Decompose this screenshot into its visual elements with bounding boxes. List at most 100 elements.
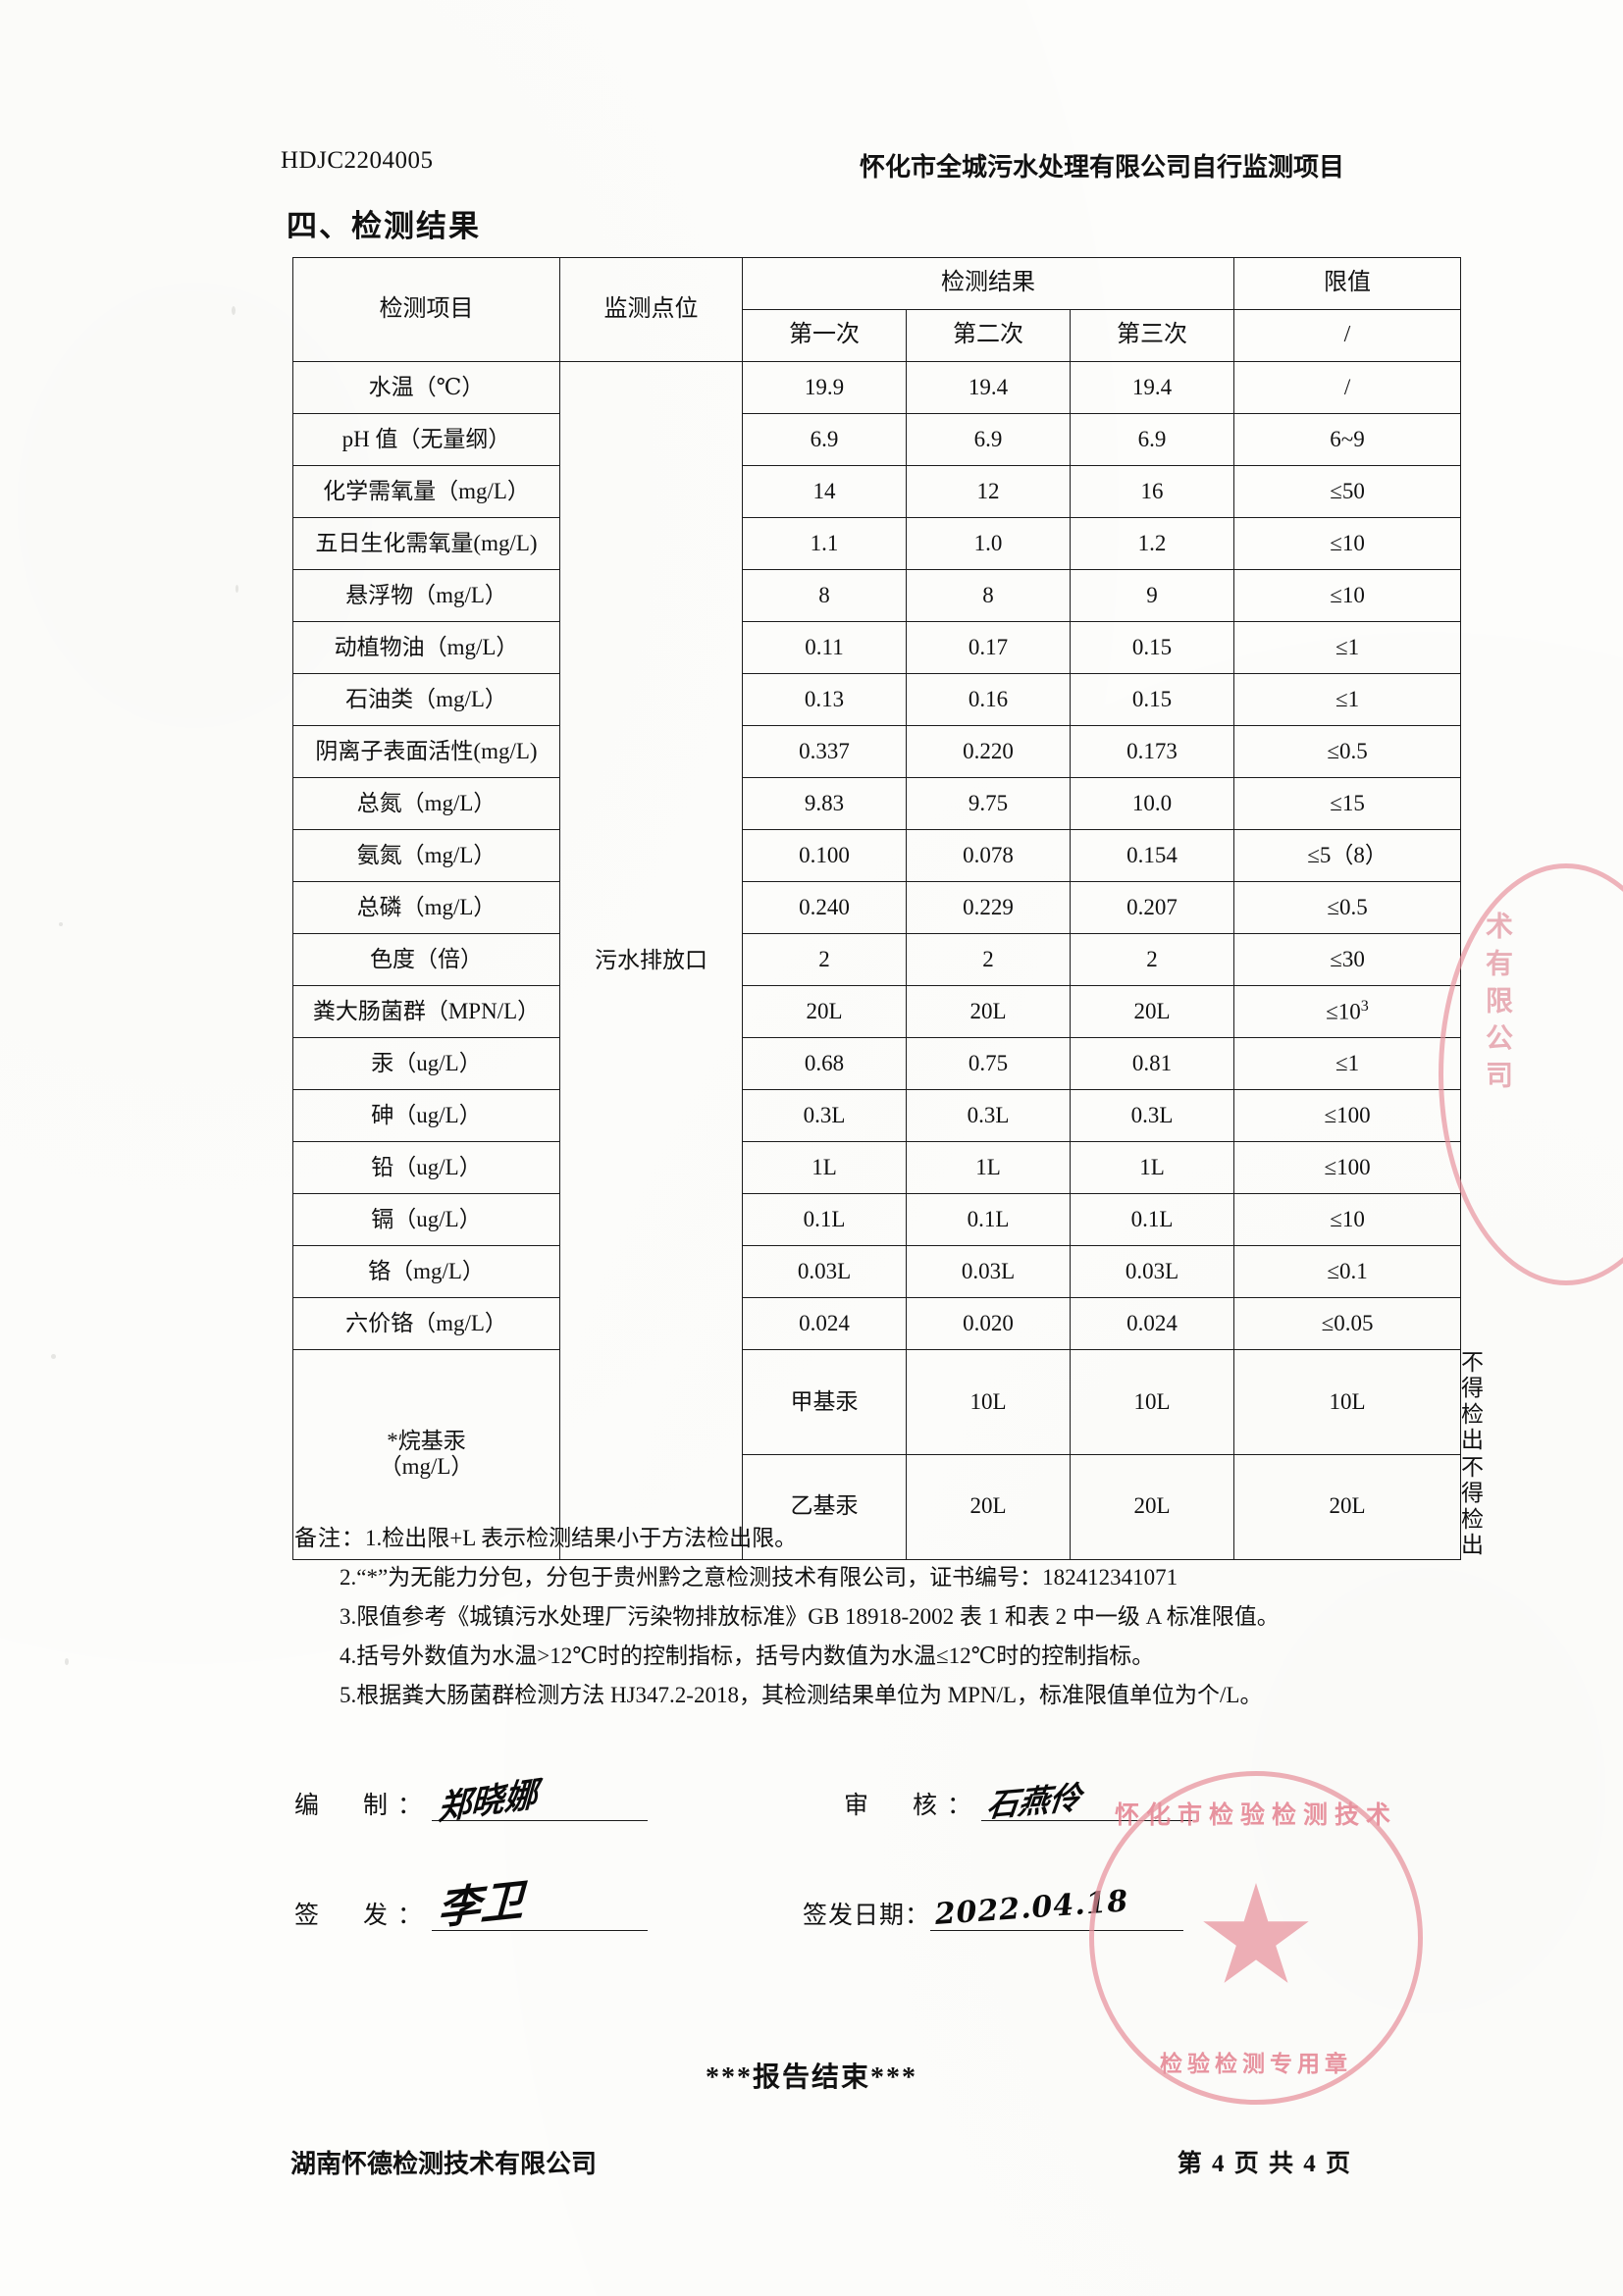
row-result-2: 20L bbox=[906, 985, 1071, 1038]
row-result-2: 0.17 bbox=[906, 621, 1071, 674]
row-result-3: 0.15 bbox=[1069, 621, 1235, 674]
monitoring-point-cell: 污水排放口 bbox=[559, 361, 743, 1560]
row-item-name: 阴离子表面活性(mg/L) bbox=[292, 725, 560, 778]
row-result-3: 0.173 bbox=[1069, 725, 1235, 778]
issue-date-label: 签发日期： bbox=[803, 1903, 931, 1929]
paper-speck bbox=[65, 1658, 69, 1665]
table-row: 铬（mg/L） 0.03L 0.03L 0.03L ≤0.1 bbox=[292, 1245, 1462, 1298]
row-limit: ≤1 bbox=[1233, 1037, 1462, 1090]
row-result-1: 8 bbox=[742, 569, 907, 622]
row-limit: ≤103 bbox=[1233, 985, 1462, 1038]
prepared-by-field[interactable]: 郑晓娜 bbox=[432, 1775, 649, 1828]
row-result-3: 20L bbox=[1233, 1453, 1462, 1560]
row-result-1: 0.03L bbox=[742, 1245, 907, 1298]
row-limit: 6~9 bbox=[1233, 413, 1462, 466]
row-result-1: 0.11 bbox=[742, 621, 907, 674]
reviewed-by-signature: 石燕伶 bbox=[984, 1778, 1083, 1825]
table-row: 砷（ug/L） 0.3L 0.3L 0.3L ≤100 bbox=[292, 1089, 1462, 1142]
row-result-1: 20L bbox=[742, 985, 907, 1038]
row-item-name: 砷（ug/L） bbox=[292, 1089, 560, 1142]
issued-by-signature: 李卫 bbox=[437, 1875, 525, 1935]
document-header: HDJC2204005 怀化市全城污水处理有限公司自行监测项目 bbox=[281, 147, 1458, 182]
row-limit: ≤30 bbox=[1233, 933, 1462, 986]
results-table-body: 水温（℃） 污水排放口 19.9 19.4 19.4/pH 值（无量纲） 6.9 6.9 6.… bbox=[292, 361, 1484, 1560]
paper-speck bbox=[236, 585, 238, 593]
header-limit: 限值 bbox=[1233, 257, 1462, 310]
note-row: 备注：1.检出限+L 表示检测结果小于方法检出限。 bbox=[294, 1527, 1452, 1549]
table-row: 乙基汞 20L 20L 20L 不得检出 bbox=[293, 1453, 1484, 1560]
header-run2: 第二次 bbox=[906, 309, 1071, 362]
alkyl-sub-name: 甲基汞 bbox=[742, 1349, 907, 1455]
row-result-3: 0.03L bbox=[1069, 1245, 1235, 1298]
row-result-2: 10L bbox=[1069, 1349, 1235, 1455]
row-result-3: 1L bbox=[1069, 1141, 1235, 1194]
row-result-2: 19.4 bbox=[906, 361, 1071, 414]
row-limit: ≤15 bbox=[1233, 777, 1462, 830]
reviewed-by-row: 审 核： 石燕伶 bbox=[844, 1779, 1193, 1824]
row-result-1: 0.240 bbox=[742, 881, 907, 934]
row-item-name: 水温（℃） bbox=[292, 361, 560, 414]
row-item-name: 氨氮（mg/L） bbox=[292, 829, 560, 882]
paper-speck bbox=[59, 922, 63, 926]
row-result-2: 0.3L bbox=[906, 1089, 1071, 1142]
edge-seal-stamp: 术有限公司 bbox=[1439, 863, 1623, 1285]
note-text: 3.限值参考《城镇污水处理厂污染物排放标准》GB 18918-2002 表 1 … bbox=[340, 1604, 1280, 1629]
row-result-3: 0.154 bbox=[1069, 829, 1235, 882]
row-item-name: 粪大肠菌群（MPN/L） bbox=[292, 985, 560, 1038]
row-result-2: 0.220 bbox=[906, 725, 1071, 778]
table-row: *烷基汞 （mg/L） 甲基汞 10L 10L 10L 不得检出 bbox=[292, 1349, 1484, 1560]
results-table: 检测项目 监测点位 检测结果 限值 第一次 第二次 第三次 / 水温（℃） 污水排… bbox=[292, 257, 1484, 1560]
row-result-3: 1.2 bbox=[1069, 517, 1235, 570]
row-limit: ≤0.1 bbox=[1233, 1245, 1462, 1298]
row-result-3: 0.3L bbox=[1069, 1089, 1235, 1142]
row-result-2: 0.75 bbox=[906, 1037, 1071, 1090]
table-row: 五日生化需氧量(mg/L) 1.1 1.0 1.2 ≤10 bbox=[292, 517, 1462, 570]
row-result-1: 19.9 bbox=[742, 361, 907, 414]
alkyl-group-label: *烷基汞 （mg/L） bbox=[292, 1349, 560, 1560]
table-row: 粪大肠菌群（MPN/L） 20L 20L 20L ≤103 bbox=[292, 985, 1462, 1038]
issue-date-row: 签发日期： 2022.04.18 bbox=[803, 1884, 1184, 1932]
row-result-2: 8 bbox=[906, 569, 1071, 622]
note-text: 5.根据粪大肠菌群检测方法 HJ347.2-2018，其检测结果单位为 MPN/… bbox=[340, 1683, 1263, 1707]
note-row: 5.根据粪大肠菌群检测方法 HJ347.2-2018，其检测结果单位为 MPN/… bbox=[294, 1684, 1452, 1706]
reviewed-by-field[interactable]: 石燕伶 bbox=[981, 1779, 1193, 1824]
table-row: 总氮（mg/L） 9.83 9.75 10.0 ≤15 bbox=[292, 777, 1462, 830]
alkyl-sub-name: 乙基汞 bbox=[742, 1453, 907, 1560]
row-result-3: 0.1L bbox=[1069, 1193, 1235, 1246]
row-result-2: 0.229 bbox=[906, 881, 1071, 934]
row-item-name: 镉（ug/L） bbox=[292, 1193, 560, 1246]
page-title: 怀化市全城污水处理有限公司自行监测项目 bbox=[860, 153, 1345, 182]
row-result-2: 12 bbox=[906, 465, 1071, 518]
row-result-1: 14 bbox=[742, 465, 907, 518]
issued-by-field[interactable]: 李卫 bbox=[432, 1875, 649, 1935]
paper-speck bbox=[51, 1354, 56, 1359]
header-run1: 第一次 bbox=[742, 309, 907, 362]
row-result-1: 20L bbox=[906, 1453, 1071, 1560]
issue-date-field[interactable]: 2022.04.18 bbox=[930, 1884, 1184, 1932]
issued-by-label: 签 发： bbox=[294, 1903, 433, 1929]
row-item-name: 总氮（mg/L） bbox=[292, 777, 560, 830]
table-row: 氨氮（mg/L） 0.100 0.078 0.154 ≤5（8） bbox=[292, 829, 1462, 882]
table-row: 铅（ug/L） 1L 1L 1L ≤100 bbox=[292, 1141, 1462, 1194]
row-limit: ≤10 bbox=[1233, 569, 1462, 622]
note-row: 2.“*”为无能力分包，分包于贵州黔之意检测技术有限公司，证书编号：182412… bbox=[294, 1566, 1452, 1589]
row-result-1: 0.68 bbox=[742, 1037, 907, 1090]
row-result-1: 10L bbox=[906, 1349, 1071, 1455]
row-result-1: 0.337 bbox=[742, 725, 907, 778]
prepared-by-signature: 郑晓娜 bbox=[437, 1774, 539, 1829]
note-text: 1.检出限+L 表示检测结果小于方法检出限。 bbox=[365, 1526, 798, 1550]
row-result-3: 19.4 bbox=[1069, 361, 1235, 414]
row-limit: ≤50 bbox=[1233, 465, 1462, 518]
table-header-row: 检测项目 监测点位 检测结果 限值 bbox=[292, 257, 1462, 362]
issued-by-row: 签 发： 李卫 bbox=[294, 1875, 649, 1935]
row-item-name: 铅（ug/L） bbox=[292, 1141, 560, 1194]
row-result-2: 0.16 bbox=[906, 673, 1071, 726]
table-row: 动植物油（mg/L） 0.11 0.17 0.15 ≤1 bbox=[292, 621, 1462, 674]
note-text: 2.“*”为无能力分包，分包于贵州黔之意检测技术有限公司，证书编号：182412… bbox=[340, 1565, 1178, 1590]
prepared-by-label: 编 制： bbox=[294, 1793, 433, 1819]
row-item-name: 汞（ug/L） bbox=[292, 1037, 560, 1090]
header-point: 监测点位 bbox=[559, 257, 743, 362]
footer-page-info: 第 4 页 共 4 页 bbox=[1177, 2151, 1352, 2177]
row-result-1: 1.1 bbox=[742, 517, 907, 570]
